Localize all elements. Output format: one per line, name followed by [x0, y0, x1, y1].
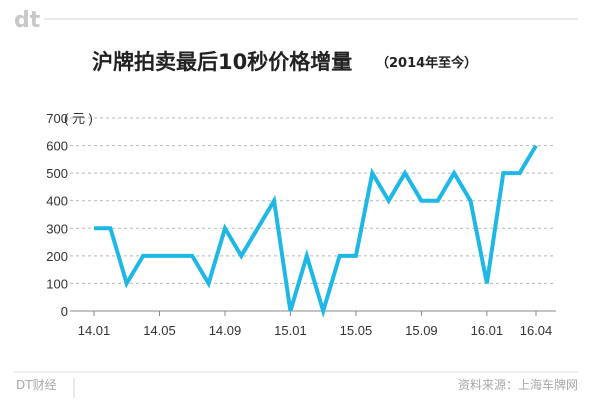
x-tick-label: 14.01	[78, 323, 111, 338]
y-tick-label: 400	[46, 194, 68, 209]
footer-brand: DT财经	[16, 378, 57, 392]
brand-logo: dt	[14, 8, 41, 33]
x-axis-ticks: 14.01 14.05 14.09 15.01 15.05 15.09 16.01 16.04	[78, 311, 553, 338]
series-layer	[93, 144, 538, 319]
y-tick-label: 500	[46, 166, 68, 181]
y-tick-label: 700	[46, 111, 68, 126]
series-line	[94, 144, 538, 319]
y-tick-label: 600	[46, 139, 68, 154]
x-tick-label: 14.05	[143, 323, 176, 338]
x-tick-label: 14.09	[209, 323, 242, 338]
x-tick-label: 16.01	[471, 323, 504, 338]
footer-source: 资料来源：上海车牌网	[458, 377, 578, 392]
x-tick-label: 15.09	[405, 323, 438, 338]
y-tick-label: 300	[46, 221, 68, 236]
chart-subtitle: （2014年至今）	[376, 55, 477, 71]
x-tick-label: 15.01	[274, 323, 307, 338]
y-tick-label: 100	[46, 276, 68, 291]
y-axis-ticks: 0 100 200 300 400 500 600 700	[46, 111, 68, 319]
y-tick-label: 200	[46, 249, 68, 264]
x-tick-label: 15.05	[340, 323, 373, 338]
y-tick-label: 0	[61, 304, 68, 319]
x-tick-label: 16.04	[520, 323, 553, 338]
chart-title: 沪牌拍卖最后10秒价格增量	[92, 50, 352, 74]
